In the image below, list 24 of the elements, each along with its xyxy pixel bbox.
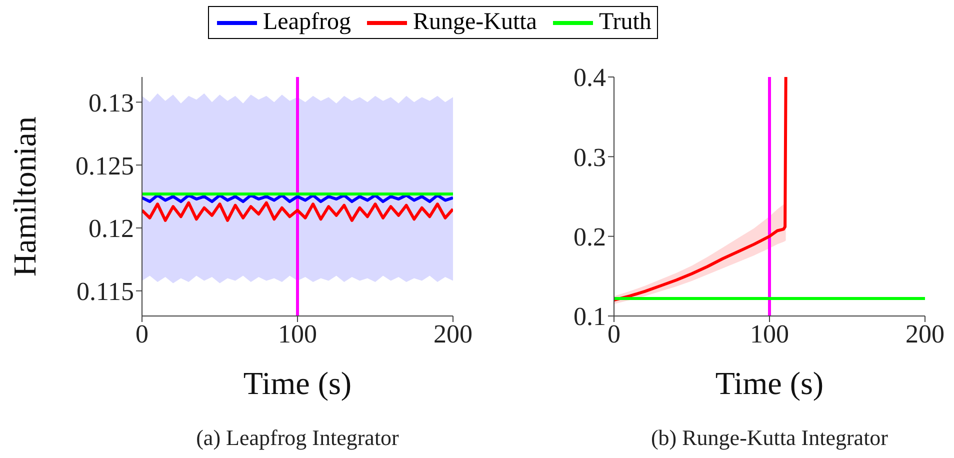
y-tick-label: 0.12 — [88, 214, 134, 244]
x-tick-label: 100 — [750, 319, 789, 348]
x-axis-title: Time (s) — [715, 365, 824, 401]
y-tick-label: 0.115 — [76, 277, 134, 306]
text: (b) Runge-Kutta Integrator — [650, 425, 890, 451]
x-tick-label: 200 — [906, 319, 944, 348]
legend-label: Truth — [598, 9, 652, 36]
x-tick-label: 200 — [434, 319, 472, 348]
y-tick-label: 0.2 — [574, 222, 606, 252]
x-tick-label: 0 — [136, 319, 148, 348]
line-series — [142, 194, 453, 204]
x-axis-title: Time (s) — [243, 365, 352, 401]
line-series — [142, 201, 453, 222]
x-tick-label: 100 — [278, 319, 317, 348]
y-axis-title: Hamiltonian — [6, 116, 42, 276]
x-tick-label: 0 — [608, 319, 620, 348]
legend-label: Runge-Kutta — [412, 9, 537, 36]
y-tick-label: 0.13 — [88, 88, 134, 118]
legend-label: Leapfrog — [263, 9, 351, 36]
y-tick-label: 0.1 — [574, 302, 606, 332]
y-tick-label: 0.3 — [574, 142, 606, 172]
text: (a) Leapfrog Integrator — [195, 425, 400, 451]
y-tick-label: 0.125 — [76, 151, 134, 180]
y-tick-label: 0.4 — [574, 63, 606, 92]
